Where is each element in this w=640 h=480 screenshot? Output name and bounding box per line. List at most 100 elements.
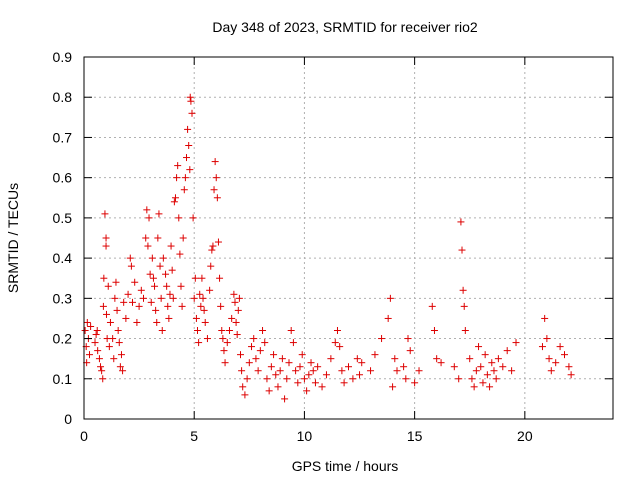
data-point (159, 254, 167, 262)
data-point (475, 343, 483, 351)
data-point (192, 314, 200, 322)
data-point (198, 274, 206, 282)
x-tick-label: 5 (190, 428, 198, 444)
data-point (220, 347, 228, 355)
data-points (81, 93, 575, 403)
data-point (210, 186, 218, 194)
data-point (165, 314, 173, 322)
data-point (428, 302, 436, 310)
data-point (110, 355, 118, 363)
data-point (154, 234, 162, 242)
data-point (104, 282, 112, 290)
x-tick-label: 10 (297, 428, 313, 444)
data-point (402, 375, 410, 383)
data-point (468, 375, 476, 383)
data-point (147, 298, 155, 306)
data-point (543, 335, 551, 343)
data-point (174, 162, 182, 170)
data-point (289, 339, 297, 347)
data-point (137, 286, 145, 294)
data-point (389, 383, 397, 391)
data-point (338, 367, 346, 375)
data-point (156, 262, 164, 270)
data-point (217, 302, 225, 310)
y-tick-label: 0 (64, 411, 72, 427)
data-point (556, 343, 564, 351)
data-point (81, 327, 89, 335)
data-point (100, 274, 108, 282)
data-point (207, 262, 215, 270)
data-point (327, 355, 335, 363)
data-point (168, 266, 176, 274)
data-point (503, 347, 511, 355)
data-point (120, 298, 128, 306)
data-point (259, 327, 267, 335)
data-point (274, 383, 282, 391)
data-point (196, 290, 204, 298)
axis-ticks: 0 0.1 0.2 0.3 0.4 0.5 0.6 0.7 0.8 0.9 0 5 10 15 20 (53, 49, 613, 444)
data-point (218, 327, 226, 335)
data-point (470, 383, 478, 391)
x-tick-label: 0 (80, 428, 88, 444)
data-point (430, 327, 438, 335)
data-point (384, 314, 392, 322)
data-point (433, 355, 441, 363)
data-point (239, 383, 247, 391)
data-point (322, 371, 330, 379)
data-point (181, 174, 189, 182)
data-point (541, 314, 549, 322)
data-point (472, 367, 480, 375)
data-point (135, 302, 143, 310)
data-point (307, 359, 315, 367)
data-point (144, 242, 152, 250)
data-point (178, 302, 186, 310)
data-point (386, 294, 394, 302)
data-point (349, 375, 357, 383)
data-point (490, 367, 498, 375)
data-point (152, 306, 160, 314)
data-point (208, 246, 216, 254)
data-point (252, 355, 260, 363)
data-point (124, 290, 132, 298)
data-point (292, 367, 300, 375)
data-point (241, 391, 249, 399)
data-point (345, 363, 352, 371)
y-tick-label: 0.5 (53, 210, 73, 226)
data-point (92, 331, 100, 339)
data-point (142, 234, 150, 242)
data-point (254, 367, 262, 375)
data-point (143, 206, 151, 214)
data-point (508, 367, 516, 375)
data-point (367, 367, 375, 375)
data-point (111, 294, 119, 302)
data-point (283, 375, 291, 383)
y-tick-label: 0.9 (53, 49, 73, 65)
data-point (99, 375, 107, 383)
grid (84, 57, 613, 419)
data-point (186, 93, 194, 101)
data-point (164, 302, 172, 310)
data-point (102, 310, 110, 318)
x-axis-label: GPS time / hours (292, 458, 399, 474)
data-point (411, 379, 419, 387)
data-point (91, 339, 99, 347)
data-point (393, 367, 401, 375)
data-point (455, 375, 463, 383)
data-point (176, 250, 184, 258)
data-point (213, 194, 221, 202)
data-point (333, 327, 341, 335)
data-point (115, 339, 123, 347)
data-point (300, 375, 308, 383)
data-point (140, 294, 148, 302)
data-point (151, 282, 159, 290)
data-point (219, 335, 227, 343)
data-point (492, 375, 500, 383)
data-point (248, 343, 256, 351)
data-point (232, 318, 240, 326)
data-point (406, 347, 414, 355)
y-tick-label: 0.2 (53, 331, 73, 347)
data-point (245, 359, 253, 367)
data-point (552, 359, 560, 367)
data-point (466, 355, 474, 363)
data-point (187, 97, 195, 105)
